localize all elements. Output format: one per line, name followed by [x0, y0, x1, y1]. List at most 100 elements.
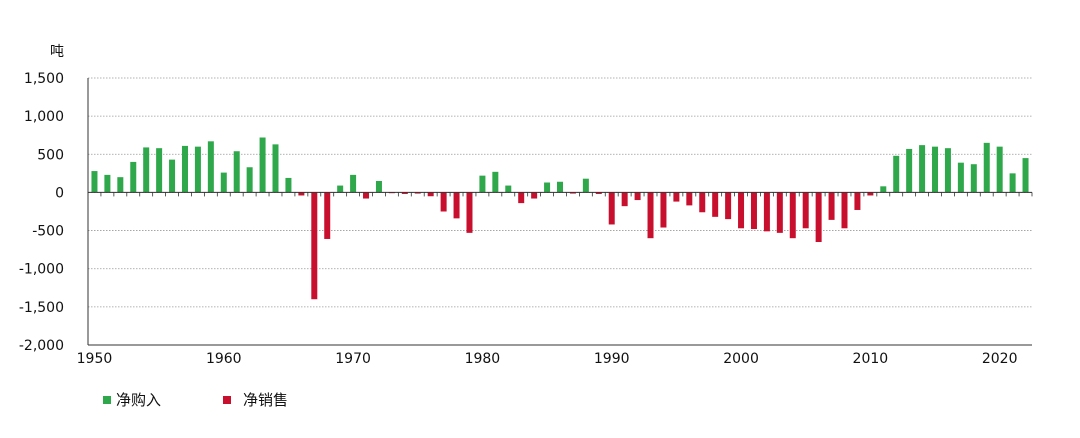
- bars: [91, 137, 1029, 300]
- bar-net-sale: [776, 192, 783, 233]
- y-tick-label: 0: [55, 185, 64, 201]
- y-tick-label: 1,000: [24, 109, 64, 125]
- bar-net-purchase: [375, 180, 382, 193]
- bar-net-purchase: [194, 146, 201, 193]
- bar-net-sale: [595, 192, 602, 194]
- x-tick-label: 1980: [465, 351, 501, 367]
- y-tick-label: -2,000: [19, 338, 64, 354]
- bar-net-purchase: [505, 185, 512, 193]
- x-tick-label: 2010: [853, 351, 889, 367]
- bar-net-sale: [518, 192, 525, 204]
- bar-net-sale: [854, 192, 861, 210]
- bar-net-sale: [324, 192, 331, 239]
- bar-net-purchase: [117, 177, 124, 193]
- y-tick-label: -1,500: [19, 300, 64, 316]
- bar-net-sale: [789, 192, 796, 239]
- bar-net-sale: [867, 192, 874, 196]
- bar-net-sale: [453, 192, 460, 219]
- x-tick-label: 1970: [335, 351, 371, 367]
- legend: 净购入 净销售: [103, 391, 288, 409]
- bar-net-sale: [608, 192, 615, 225]
- bar-net-sale: [427, 192, 434, 197]
- bar-net-sale: [725, 192, 732, 220]
- bar-net-purchase: [1009, 173, 1016, 193]
- bar-net-sale: [298, 192, 305, 196]
- bar-net-sale: [531, 192, 538, 199]
- bar-net-purchase: [957, 162, 964, 193]
- y-tick-label: 500: [37, 147, 64, 163]
- bar-net-purchase: [492, 171, 499, 193]
- bar-net-purchase: [169, 159, 176, 193]
- legend-swatch-net-sale: [223, 396, 231, 404]
- bar-net-sale: [712, 192, 719, 217]
- bar-net-purchase: [350, 174, 357, 193]
- y-tick-label: -500: [32, 224, 64, 240]
- bar-net-purchase: [285, 177, 292, 193]
- bar-net-purchase: [233, 151, 240, 193]
- bar-net-purchase: [246, 167, 253, 193]
- x-tick-label: 1950: [77, 351, 113, 367]
- y-tick-label: -1,000: [19, 262, 64, 278]
- bar-net-purchase: [582, 178, 589, 193]
- x-tick-label: 1960: [206, 351, 242, 367]
- y-tick-label: 1,500: [24, 71, 64, 87]
- bar-net-purchase: [104, 174, 111, 193]
- bar-net-sale: [763, 192, 770, 232]
- bar-net-purchase: [479, 175, 486, 193]
- bar-net-purchase: [932, 146, 939, 193]
- bar-net-purchase: [983, 142, 990, 193]
- bar-net-purchase: [272, 144, 279, 193]
- bar-net-purchase: [996, 146, 1003, 193]
- bar-net-purchase: [1022, 158, 1029, 193]
- legend-item-net-sale: 净销售: [223, 391, 288, 409]
- x-tick-label: 2000: [723, 351, 759, 367]
- bar-net-purchase: [181, 145, 188, 193]
- bar-net-sale: [634, 192, 641, 201]
- legend-swatch-net-purchase: [103, 396, 111, 404]
- bar-net-purchase: [544, 182, 551, 193]
- bar-net-sale: [647, 192, 654, 239]
- bar-net-purchase: [557, 181, 563, 193]
- bar-net-purchase: [220, 172, 227, 193]
- bar-net-sale: [660, 192, 667, 228]
- bar-net-purchase: [91, 171, 98, 193]
- bar-net-sale: [686, 192, 693, 206]
- legend-label-net-sale: 净销售: [243, 391, 288, 409]
- y-axis-ticks: 1,500 1,000 500 0 -500 -1,000 -1,500 -2,000: [19, 71, 64, 354]
- bar-net-sale: [363, 192, 370, 199]
- bar-net-sale: [440, 192, 447, 212]
- bar-net-purchase: [259, 137, 266, 193]
- bar-net-purchase: [893, 155, 900, 193]
- bar-net-purchase: [337, 185, 344, 193]
- bar-net-purchase: [919, 145, 926, 193]
- bar-net-sale: [621, 192, 628, 207]
- legend-label-net-purchase: 净购入: [116, 391, 161, 409]
- bar-net-sale: [466, 192, 473, 233]
- bar-net-purchase: [944, 148, 951, 193]
- bar-net-sale: [569, 192, 576, 194]
- legend-item-net-purchase: 净购入: [103, 391, 161, 409]
- bar-net-sale: [828, 192, 835, 220]
- bar-net-purchase: [207, 141, 214, 193]
- bar-net-sale: [738, 192, 745, 229]
- bar-net-sale: [802, 192, 809, 229]
- x-axis-ticks: 1950 1960 1970 1980 1990 2000 2010 2020: [77, 351, 1018, 367]
- y-axis-unit-label: 吨: [50, 44, 64, 60]
- bar-net-sale: [750, 192, 757, 230]
- bar-net-sale: [311, 192, 318, 300]
- bar-net-purchase: [970, 164, 977, 193]
- bar-net-purchase: [156, 148, 163, 193]
- bar-net-purchase: [880, 186, 887, 193]
- bar-net-sale: [673, 192, 680, 202]
- bar-net-sale: [414, 192, 421, 194]
- bar-net-purchase: [906, 148, 913, 193]
- axes: [87, 78, 1033, 346]
- bar-net-sale: [815, 192, 822, 243]
- x-tick-label: 2020: [982, 351, 1018, 367]
- bar-net-purchase: [130, 161, 137, 193]
- bar-net-sale: [401, 192, 408, 194]
- bar-net-sale: [841, 192, 848, 229]
- bar-net-purchase: [143, 147, 150, 193]
- x-tick-label: 1990: [594, 351, 630, 367]
